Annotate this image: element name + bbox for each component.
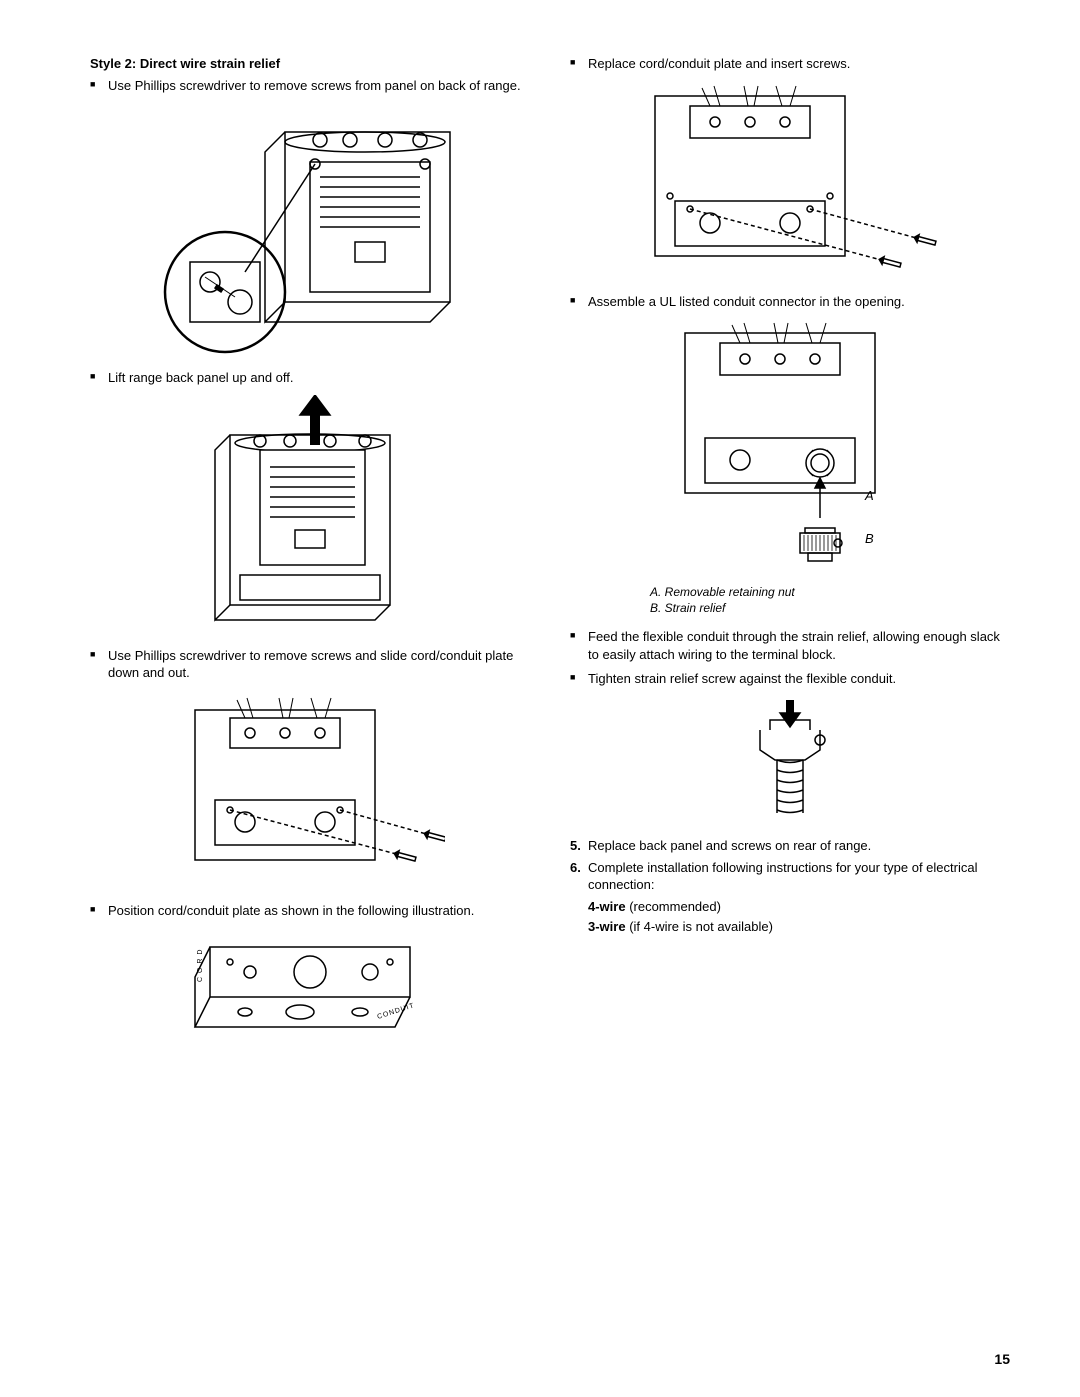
- left-column: Style 2: Direct wire strain relief Use P…: [90, 55, 530, 1069]
- left-b3: Use Phillips screwdriver to remove screw…: [108, 647, 530, 682]
- right-b1: Replace cord/conduit plate and insert sc…: [588, 55, 1010, 73]
- svg-text:CONDUIT: CONDUIT: [376, 1003, 415, 1022]
- step6: Complete installation following instruct…: [588, 859, 1010, 894]
- fig-lift-panel: [90, 395, 530, 635]
- fig-conduit-connector: A B A. Removable retaining nut B. Strain…: [570, 318, 1010, 616]
- fig-tighten-screw: [570, 695, 1010, 825]
- caption-b: B. Strain relief: [650, 600, 1010, 616]
- svg-text:C O R D: C O R D: [197, 949, 204, 982]
- wire4-line: 4-wire (recommended): [588, 898, 1010, 916]
- fig-plate-position: C O R D CONDUIT: [90, 927, 530, 1057]
- page-number: 15: [994, 1350, 1010, 1369]
- left-b4: Position cord/conduit plate as shown in …: [108, 902, 530, 920]
- label-b: B: [865, 531, 874, 546]
- right-column: Replace cord/conduit plate and insert sc…: [570, 55, 1010, 1069]
- right-b2: Assemble a UL listed conduit connector i…: [588, 293, 1010, 311]
- right-b3: Feed the flexible conduit through the st…: [588, 628, 1010, 663]
- label-a: A: [864, 488, 874, 503]
- fig-range-screws: [90, 102, 530, 357]
- left-b2: Lift range back panel up and off.: [108, 369, 530, 387]
- wire3-line: 3-wire (if 4-wire is not available): [588, 918, 1010, 936]
- right-b4: Tighten strain relief screw against the …: [588, 670, 1010, 688]
- fig-remove-plate: [90, 690, 530, 890]
- step5: Replace back panel and screws on rear of…: [588, 837, 1010, 855]
- caption-a: A. Removable retaining nut: [650, 584, 1010, 600]
- style2-heading: Style 2: Direct wire strain relief: [90, 55, 530, 73]
- fig-replace-plate: [570, 81, 1010, 281]
- left-b1: Use Phillips screwdriver to remove screw…: [108, 77, 530, 95]
